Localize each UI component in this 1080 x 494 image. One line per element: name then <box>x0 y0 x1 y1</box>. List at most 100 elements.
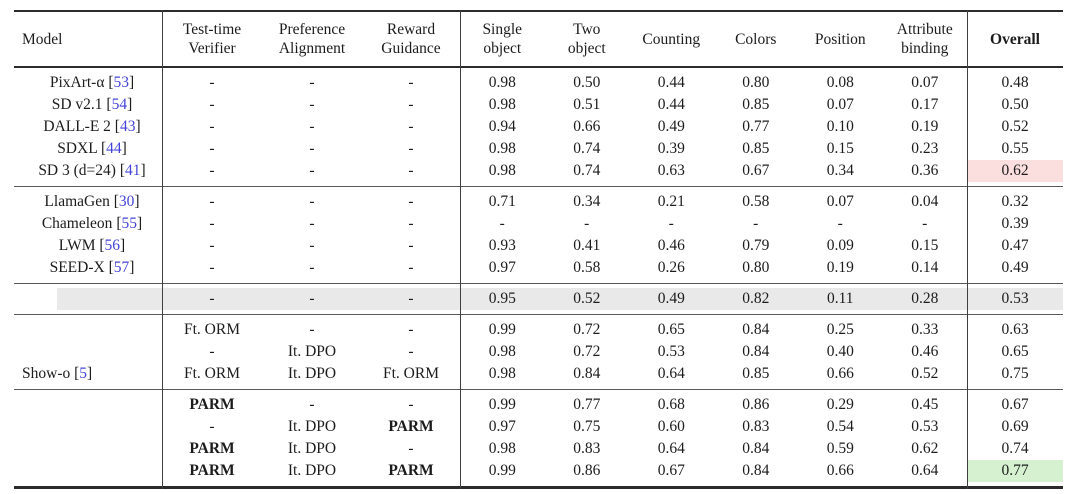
overall-cell: 0.32 <box>1001 193 1029 210</box>
score-cell: 0.34 <box>826 162 854 179</box>
table-row: Ft. ORM It. DPO Ft. ORM 0.98 0.84 0.64 0.85 0.6… <box>14 363 1063 385</box>
citation-link[interactable]: [44] <box>100 140 127 157</box>
table-row: - It. DPO PARM 0.97 0.75 0.60 0.83 0.54 0.53 0.69 <box>14 416 1063 438</box>
score-cell: 0.99 <box>488 462 516 479</box>
citation-link[interactable]: [30] <box>113 193 140 210</box>
score-cell: 0.39 <box>657 140 685 157</box>
row-group: LlamaGen [30] - - - 0.71 0.34 0.21 0.58 0.07 0.04… <box>14 186 1063 283</box>
method-cell: - <box>209 237 215 254</box>
score-cell: 0.74 <box>573 162 601 179</box>
overall-cell: 0.52 <box>1001 118 1029 135</box>
table-row: SEED-X [57] - - - 0.97 0.58 0.26 0.80 0.19 0.14 0.… <box>14 257 1063 279</box>
citation-link[interactable]: [55] <box>116 215 143 232</box>
model-name: LlamaGen <box>44 193 114 210</box>
method-cell: - <box>408 440 414 457</box>
score-cell: 0.68 <box>657 396 685 413</box>
score-cell: 0.21 <box>657 193 685 210</box>
table-row: SD v2.1 [54] - - - 0.98 0.51 0.44 0.85 0.07 0.17 0… <box>14 94 1063 116</box>
method-cell: - <box>209 162 215 179</box>
method-cell: - <box>408 396 414 413</box>
method-cell: - <box>408 343 414 360</box>
table-row: DALL-E 2 [43] - - - 0.94 0.66 0.49 0.77 0.10 0.19… <box>14 116 1063 138</box>
score-cell: 0.53 <box>911 418 939 435</box>
method-cell: It. DPO <box>287 418 337 435</box>
method-cell: - <box>309 118 315 135</box>
score-cell: 0.98 <box>488 440 516 457</box>
row-group: PARM - - 0.99 0.77 0.68 0.86 0.29 0.45 0.67 - It. D… <box>14 389 1063 486</box>
overall-cell: 0.74 <box>1001 440 1029 457</box>
citation-link[interactable]: [57] <box>108 259 135 276</box>
method-cell: - <box>209 290 215 307</box>
table-row: - - - 0.95 0.52 0.49 0.82 0.11 0.28 0.53 <box>14 288 1063 310</box>
score-cell: 0.97 <box>488 418 516 435</box>
score-cell: 0.11 <box>826 290 854 307</box>
model-cell <box>14 416 162 438</box>
method-cell: - <box>408 74 414 91</box>
method-cell: PARM <box>388 418 434 435</box>
column-header-test-time-verifier: Test-time Verifier <box>182 21 242 57</box>
model-cell <box>14 288 162 310</box>
table-row: PARM It. DPO PARM 0.99 0.86 0.67 0.84 0.66 0.64 0… <box>14 460 1063 482</box>
model-name: SD 3 (d=24) <box>38 162 120 179</box>
model-name: SD v2.1 <box>51 96 107 113</box>
model-cell: SEED-X [57] <box>14 257 162 279</box>
method-cell: - <box>209 215 215 232</box>
score-cell: 0.59 <box>826 440 854 457</box>
score-cell: 0.67 <box>742 162 770 179</box>
citation-link[interactable]: [43] <box>114 118 141 135</box>
model-cell: SD v2.1 [54] <box>14 94 162 116</box>
score-cell: 0.97 <box>488 259 516 276</box>
table-row: Chameleon [55] - - - - - - - - - 0.39 <box>14 213 1063 235</box>
score-cell: 0.62 <box>911 440 939 457</box>
model-name: PixArt-α <box>49 74 109 91</box>
score-cell: 0.36 <box>911 162 939 179</box>
method-cell: PARM <box>189 462 235 479</box>
score-cell: 0.98 <box>488 96 516 113</box>
score-cell: 0.98 <box>488 365 516 382</box>
citation-link[interactable]: [53] <box>108 74 135 91</box>
score-cell: 0.77 <box>742 118 770 135</box>
method-cell: - <box>309 321 315 338</box>
score-cell: 0.64 <box>657 440 685 457</box>
column-divider <box>460 10 461 489</box>
model-cell: DALL-E 2 [43] <box>14 116 162 138</box>
score-cell: 0.66 <box>573 118 601 135</box>
score-cell: 0.44 <box>657 74 685 91</box>
score-cell: 0.33 <box>911 321 939 338</box>
table-row: PixArt-α [53] - - - 0.98 0.50 0.44 0.80 0.08 0.07… <box>14 72 1063 94</box>
method-cell: - <box>408 237 414 254</box>
score-cell: 0.34 <box>573 193 601 210</box>
method-cell: - <box>309 290 315 307</box>
score-cell: 0.19 <box>911 118 939 135</box>
score-cell: 0.63 <box>657 162 685 179</box>
citation-link[interactable]: [41] <box>119 162 146 179</box>
column-header-two-object: Two object <box>567 21 606 57</box>
method-cell: - <box>209 193 215 210</box>
score-cell: 0.49 <box>657 118 685 135</box>
method-cell: - <box>408 215 414 232</box>
score-cell: 0.10 <box>826 118 854 135</box>
method-cell: - <box>209 74 215 91</box>
score-cell: 0.72 <box>573 321 601 338</box>
overall-cell: 0.39 <box>1001 215 1029 232</box>
score-cell: 0.49 <box>657 290 685 307</box>
method-cell: Ft. ORM <box>383 365 439 382</box>
model-name: Chameleon <box>41 215 117 232</box>
model-cell: LWM [56] <box>14 235 162 257</box>
table-row: - It. DPO - 0.98 0.72 0.53 0.84 0.40 0.46 0.65 <box>14 341 1063 363</box>
score-cell: 0.58 <box>573 259 601 276</box>
overall-cell: 0.49 <box>1001 259 1029 276</box>
citation-link[interactable]: [5] <box>74 365 93 382</box>
score-cell: 0.51 <box>573 96 601 113</box>
citation-link[interactable]: [54] <box>106 96 133 113</box>
citation-link[interactable]: [56] <box>99 237 126 254</box>
method-cell: It. DPO <box>287 343 337 360</box>
score-cell: 0.98 <box>488 343 516 360</box>
results-table: Model Test-time Verifier Preference Alig… <box>14 10 1063 489</box>
method-cell: - <box>309 74 315 91</box>
method-cell: - <box>209 140 215 157</box>
score-cell: 0.14 <box>911 259 939 276</box>
score-cell: 0.07 <box>826 96 854 113</box>
score-cell: 0.99 <box>488 321 516 338</box>
method-cell: It. DPO <box>287 365 337 382</box>
